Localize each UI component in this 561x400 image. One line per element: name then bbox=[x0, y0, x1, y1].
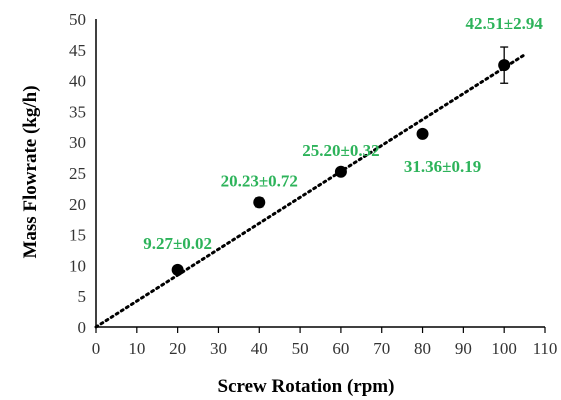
x-tick-label: 90 bbox=[455, 339, 472, 358]
x-tick-label: 10 bbox=[128, 339, 145, 358]
x-tick-label: 40 bbox=[251, 339, 268, 358]
data-label: 25.20±0.32 bbox=[302, 141, 379, 160]
y-tick-label: 5 bbox=[78, 287, 87, 306]
x-tick-label: 30 bbox=[210, 339, 227, 358]
x-tick-marks bbox=[95, 327, 546, 333]
trendline bbox=[94, 53, 527, 329]
data-point bbox=[253, 196, 266, 209]
data-points bbox=[171, 59, 511, 276]
x-tick-label: 50 bbox=[292, 339, 309, 358]
y-tick-label: 35 bbox=[69, 102, 86, 121]
data-point bbox=[171, 263, 184, 276]
data-label: 20.23±0.72 bbox=[221, 171, 298, 190]
x-tick-label: 70 bbox=[373, 339, 390, 358]
y-tick-labels: 0 5 10 15 20 25 30 35 40 45 50 bbox=[69, 10, 86, 337]
y-tick-label: 25 bbox=[69, 164, 86, 183]
x-tick-label: 100 bbox=[491, 339, 517, 358]
x-tick-label: 0 bbox=[92, 339, 101, 358]
y-axis-title: Mass Flowrate (kg/h) bbox=[20, 85, 41, 258]
y-tick-label: 45 bbox=[69, 41, 86, 60]
y-tick-label: 15 bbox=[69, 226, 86, 245]
y-tick-label: 40 bbox=[69, 72, 86, 91]
y-tick-label: 50 bbox=[69, 10, 86, 29]
x-tick-label: 110 bbox=[533, 339, 558, 358]
data-label: 9.27±0.02 bbox=[143, 234, 212, 253]
x-tick-labels: 0 10 20 30 40 50 60 70 80 90 100 110 bbox=[92, 339, 558, 358]
y-tick-label: 30 bbox=[69, 133, 86, 152]
y-tick-label: 10 bbox=[69, 256, 86, 275]
data-label: 42.51±2.94 bbox=[466, 14, 544, 33]
x-axis-title: Screw Rotation (rpm) bbox=[218, 376, 395, 397]
data-point bbox=[498, 59, 511, 72]
data-point bbox=[334, 165, 347, 178]
y-tick-label: 20 bbox=[69, 195, 86, 214]
data-label: 31.36±0.19 bbox=[404, 157, 481, 176]
x-tick-label: 80 bbox=[414, 339, 431, 358]
x-tick-label: 20 bbox=[169, 339, 186, 358]
y-tick-label: 0 bbox=[78, 318, 87, 337]
data-point bbox=[416, 127, 429, 140]
x-tick-label: 60 bbox=[332, 339, 349, 358]
